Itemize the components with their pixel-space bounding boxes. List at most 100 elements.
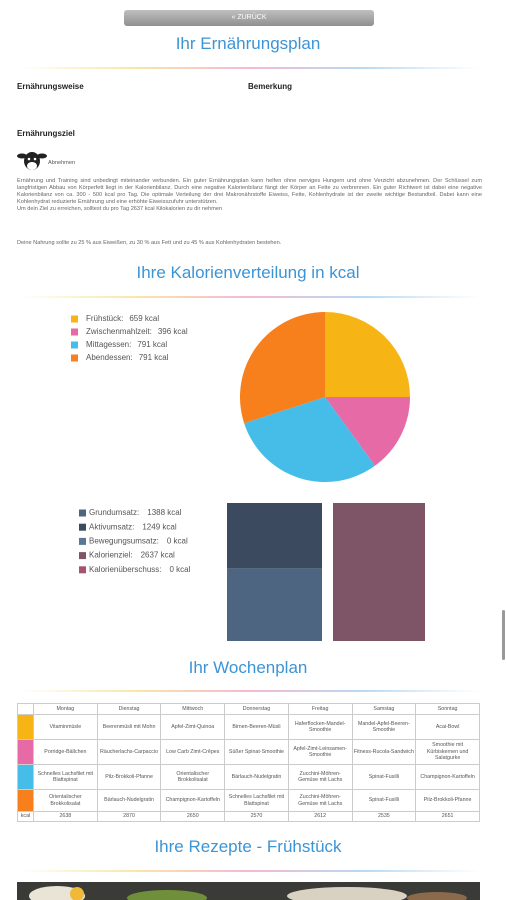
table-cell [17,789,34,812]
week-table: Montag Dienstag Mittwoch Donnerstag Freitag S… [17,703,480,822]
label: Ernährungsziel [17,129,75,138]
label: Ernährungsweise [17,82,84,91]
scrollbar[interactable] [502,610,505,660]
pie-slice [239,312,325,424]
legend-value: 1388 kcal [147,508,181,517]
legend-label: Mittagessen: [86,340,131,349]
paragraph: Deine Nahrung sollte zu 25 % aus Eiweiße… [17,240,282,246]
table-row: Porridge-Bällchen Räucherlachs-Carpaccio L… [17,739,480,765]
table-cell: Orientalischer Brokkolisalat [33,789,98,812]
legend-value: 659 kcal [129,314,159,323]
legend-value: 2637 kcal [141,551,175,560]
table-cell: 2535 [351,811,417,822]
back-button[interactable]: « ZURÜCK [124,10,374,26]
pie-slice [244,397,375,482]
table-cell: Schnelles Lachsfilet mit Blattspinat [224,789,289,812]
legend-label: Frühstück: [86,314,123,323]
label: Bemerkung [248,82,293,91]
table-cell: Samstag [351,703,417,715]
legend-value: 791 kcal [137,340,167,349]
section-title: Ihr Wochenplan [188,658,308,677]
table-cell: Zucchini-Möhren-Gemüse mit Lachs [287,789,353,812]
legend-label: Kalorienziel: [89,551,133,560]
legend-value: 0 kcal [169,565,190,574]
table-cell: 2612 [287,811,353,822]
goal: Abnehmen [48,160,76,166]
table-cell: Vitaminmüsle [33,714,98,740]
table-cell: Porridge-Bällchen [33,739,98,765]
legend-value: 791 kcal [139,353,169,362]
table-row: kcal 2638 2870 2650 2570 2612 2535 2651 [17,811,480,822]
table-cell [17,739,34,765]
divider [17,690,480,692]
legend-value: 1249 kcal [142,522,176,531]
charts: Frühstück: 659 kcal Zwischenmahlzeit: 396 k… [71,312,425,641]
legend-label: Kalorienüberschuss: [89,565,161,574]
table-cell: Spinat-Fusilli [351,764,417,790]
table-row: Montag Dienstag Mittwoch Donnerstag Freitag S… [17,703,480,715]
bar-segment [333,503,425,641]
legend-swatch [79,566,86,574]
legend-label: Bewegungsumsatz: [89,537,159,546]
legend-swatch [71,315,78,323]
legend-label: Grundumsatz: [89,508,139,517]
table-cell: Low Carb Zimt-Crêpes [160,739,226,765]
bar-segment [227,568,322,641]
divider [17,870,480,872]
legend-label: Zwischenmahlzeit: [86,327,152,336]
table-cell: Mandel-Apfel-Beeren-Smoothie [351,714,417,740]
legend-label: Aktivumsatz: [89,522,134,531]
pie-slice [325,396,410,466]
table-cell: 2870 [96,811,162,822]
table-cell: Bärlauch-Nudelgratin [224,764,289,790]
table-cell: Haferflocken-Mandel-Smoothie [287,714,353,740]
divider [17,296,480,298]
table-cell: Pilz-Brokkoli-Pfanne [96,764,162,790]
table-cell: Pilz-Brokkoli-Pfanne [415,789,480,812]
paragraph: Ernährung und Training sind unbedingt mi… [17,178,482,213]
table-cell: Birnen-Beeren-Müsli [224,714,289,740]
table-cell: Champignon-Kartoffeln [160,789,226,812]
table-cell: Apfel-Zimt-Quinoa [160,714,226,740]
table-cell: kcal [17,811,34,822]
legend-swatch [71,328,78,336]
table-row: Orientalischer Brokkolisalat Bärlauch-Nud… [17,789,480,812]
table-cell: Champignon-Kartoffeln [415,764,480,790]
divider [17,67,480,69]
table-cell [17,764,34,790]
text: Ernährung und Training sind unbedingt mi… [17,178,482,205]
table-cell: Schnelles Lachsfilet mit Blattspinat [33,764,98,790]
table-cell: Apfel-Zimt-Leinsamen-Smoothie [287,739,353,765]
table-cell: Räucherlachs-Carpaccio [96,739,162,765]
table-cell: Mittwoch [160,703,226,715]
table-cell [17,714,34,740]
table-cell: Donnerstag [224,703,289,715]
table-cell: 2651 [415,811,480,822]
pie-slice [325,312,410,397]
legend-swatch [79,552,86,560]
bar-segment [227,503,322,569]
table-cell: Spinat-Fusilli [351,789,417,812]
recipe-image[interactable] [17,882,480,900]
table-cell: Smoothie mit Kürbiskernen und Salatgurke [415,739,480,765]
legend-swatch [79,509,86,517]
legend-value: 396 kcal [158,327,188,336]
table-cell: Acai-Bowl [415,714,480,740]
table-cell: Orientalischer Brokkolisalat [160,764,226,790]
table-cell: Dienstag [96,703,162,715]
legend-value: 0 kcal [167,537,188,546]
legend-label: Abendessen: [86,353,133,362]
legend-swatch [79,523,86,531]
goal-icon [17,152,47,170]
table-cell: Süßer Spinat-Smoothie [224,739,289,765]
section-title: Ihre Rezepte - Frühstück [154,837,342,856]
table-cell: Sonntag [415,703,480,715]
table-cell: 2650 [160,811,226,822]
table-cell: 2570 [224,811,289,822]
table-cell: Bärlauch-Nudelgratin [96,789,162,812]
table-row: Schnelles Lachsfilet mit Blattspinat Pilz… [17,764,480,790]
table-cell: Montag [33,703,98,715]
table-row: Vitaminmüsle Beerenmüsli mit Mohn Apfel-Zi… [17,714,480,740]
table-cell: Freitag [287,703,353,715]
